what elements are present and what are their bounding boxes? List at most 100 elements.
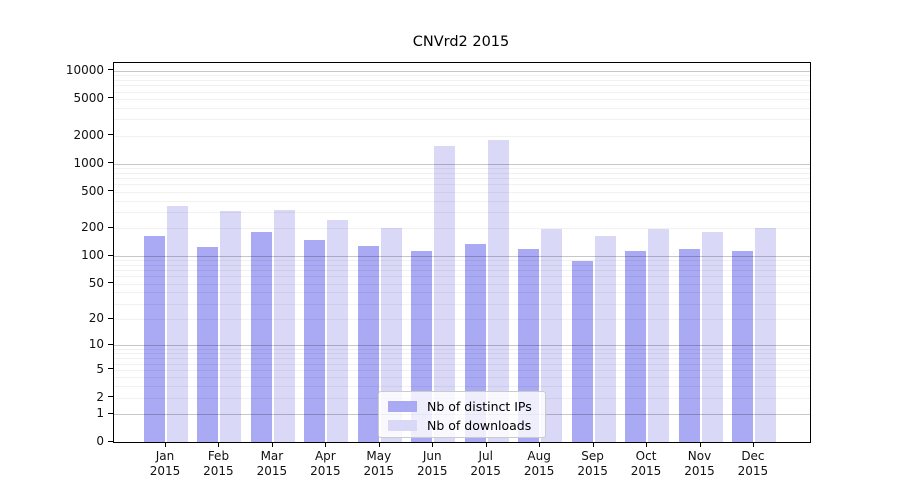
gridline-minor: [114, 200, 810, 202]
legend-label-nb-of-distinct-ips: Nb of distinct IPs: [427, 399, 532, 414]
bar-nb-of-downloads-jun: [434, 146, 456, 442]
gridline-minor: [114, 178, 810, 180]
gridline-minor: [114, 119, 810, 121]
y-tick-mark: [108, 97, 113, 99]
x-tick-mark: [485, 442, 487, 447]
y-tick-label: 100: [81, 248, 104, 263]
bar-nb-of-downloads-jan: [167, 205, 188, 442]
x-tick-label-jun: Jun 2015: [416, 449, 448, 478]
x-tick-label-sep: Sep 2015: [577, 449, 608, 478]
x-tick-label-nov: Nov 2015: [684, 449, 715, 478]
gridline-minor: [114, 353, 810, 355]
y-tick-mark: [108, 343, 113, 345]
legend-label-nb-of-downloads: Nb of downloads: [427, 418, 532, 433]
gridline-minor: [114, 319, 810, 321]
bar-nb-of-downloads-mar: [273, 210, 295, 442]
y-tick-label: 2000: [73, 127, 104, 142]
gridline-minor: [114, 172, 810, 174]
bar-nb-of-downloads-sep: [594, 236, 616, 442]
legend: Nb of distinct IPs Nb of downloads: [378, 391, 546, 438]
y-tick-mark: [108, 190, 113, 192]
gridline-minor: [114, 184, 810, 186]
gridline-minor: [114, 270, 810, 272]
y-tick-mark: [108, 396, 113, 398]
bar-nb-of-distinct-ips-sep: [571, 261, 593, 442]
bar-nb-of-downloads-feb: [220, 210, 242, 442]
gridline-minor: [114, 91, 810, 93]
legend-swatch-nb-of-downloads: [388, 420, 417, 431]
bar-nb-of-distinct-ips-may: [357, 245, 379, 442]
y-tick-label: 10000: [65, 62, 104, 77]
bar-nb-of-distinct-ips-feb: [197, 247, 219, 442]
bar-nb-of-downloads-apr: [327, 220, 349, 442]
gridline-minor: [114, 85, 810, 87]
legend-swatch-nb-of-distinct-ips: [388, 401, 417, 412]
y-tick-label: 1000: [73, 155, 104, 170]
gridline-minor: [114, 303, 810, 305]
gridline-minor: [114, 369, 810, 371]
y-tick-mark: [108, 254, 113, 256]
y-tick-label: 20: [88, 311, 104, 326]
bar-nb-of-distinct-ips-oct: [625, 251, 647, 442]
x-tick-label-oct: Oct 2015: [630, 449, 662, 478]
x-tick-label-dec: Dec 2015: [737, 449, 769, 478]
x-tick-mark: [646, 442, 648, 447]
x-tick-mark: [539, 442, 541, 447]
gridline-minor: [114, 377, 810, 379]
gridline-minor: [114, 75, 810, 77]
bar-nb-of-downloads-oct: [648, 229, 670, 442]
gridline-minor: [114, 283, 810, 285]
x-tick-mark: [378, 442, 380, 447]
x-tick-label-may: May 2015: [363, 449, 395, 478]
y-tick-label: 5: [96, 361, 104, 376]
bar-nb-of-distinct-ips-jan: [144, 236, 165, 442]
x-tick-label-aug: Aug 2015: [523, 449, 555, 478]
gridline-minor: [114, 228, 810, 230]
y-tick-mark: [108, 134, 113, 136]
bar-nb-of-downloads-may: [380, 228, 402, 442]
x-tick-mark: [432, 442, 434, 447]
y-tick-label: 0: [96, 434, 104, 448]
gridline-minor: [114, 260, 810, 262]
gridline-minor: [114, 292, 810, 294]
bar-nb-of-distinct-ips-apr: [304, 239, 326, 442]
gridline-minor: [114, 79, 810, 81]
y-tick-mark: [108, 317, 113, 319]
gridline-minor: [114, 167, 810, 169]
y-tick-label: 2: [96, 389, 104, 404]
y-tick-label: 10: [88, 337, 104, 352]
gridline-minor: [114, 107, 810, 109]
gridline-major: [114, 163, 810, 165]
x-tick-label-jul: Jul 2015: [470, 449, 501, 478]
y-tick-mark: [108, 440, 113, 442]
x-tick-mark: [325, 442, 327, 447]
y-tick-mark: [108, 69, 113, 71]
y-tick-label: 5000: [73, 90, 104, 105]
gridline-minor: [114, 276, 810, 278]
y-tick-label: 1: [96, 406, 104, 421]
gridline-minor: [114, 358, 810, 360]
x-tick-label-jan: Jan 2015: [149, 449, 181, 478]
y-tick-mark: [108, 226, 113, 228]
bar-nb-of-downloads-aug: [541, 229, 563, 442]
bar-nb-of-distinct-ips-mar: [250, 231, 272, 442]
legend-row-nb-of-distinct-ips: Nb of distinct IPs: [388, 398, 535, 415]
bar-nb-of-distinct-ips-dec: [731, 250, 753, 442]
chart-title: CNVrd2 2015: [412, 34, 510, 50]
x-tick-mark: [592, 442, 594, 447]
x-tick-mark: [271, 442, 273, 447]
bar-nb-of-distinct-ips-nov: [678, 248, 700, 442]
gridline-major: [114, 70, 810, 72]
y-tick-mark: [108, 162, 113, 164]
bar-nb-of-downloads-dec: [754, 228, 776, 442]
x-tick-mark: [165, 442, 166, 447]
gridline-minor: [114, 264, 810, 266]
x-tick-mark: [752, 442, 754, 447]
gridline-major: [114, 345, 810, 347]
y-tick-mark: [108, 412, 113, 414]
y-tick-label: 50: [88, 275, 104, 290]
y-tick-label: 500: [81, 183, 104, 198]
x-tick-label-apr: Apr 2015: [310, 449, 341, 478]
y-tick-mark: [108, 368, 113, 370]
